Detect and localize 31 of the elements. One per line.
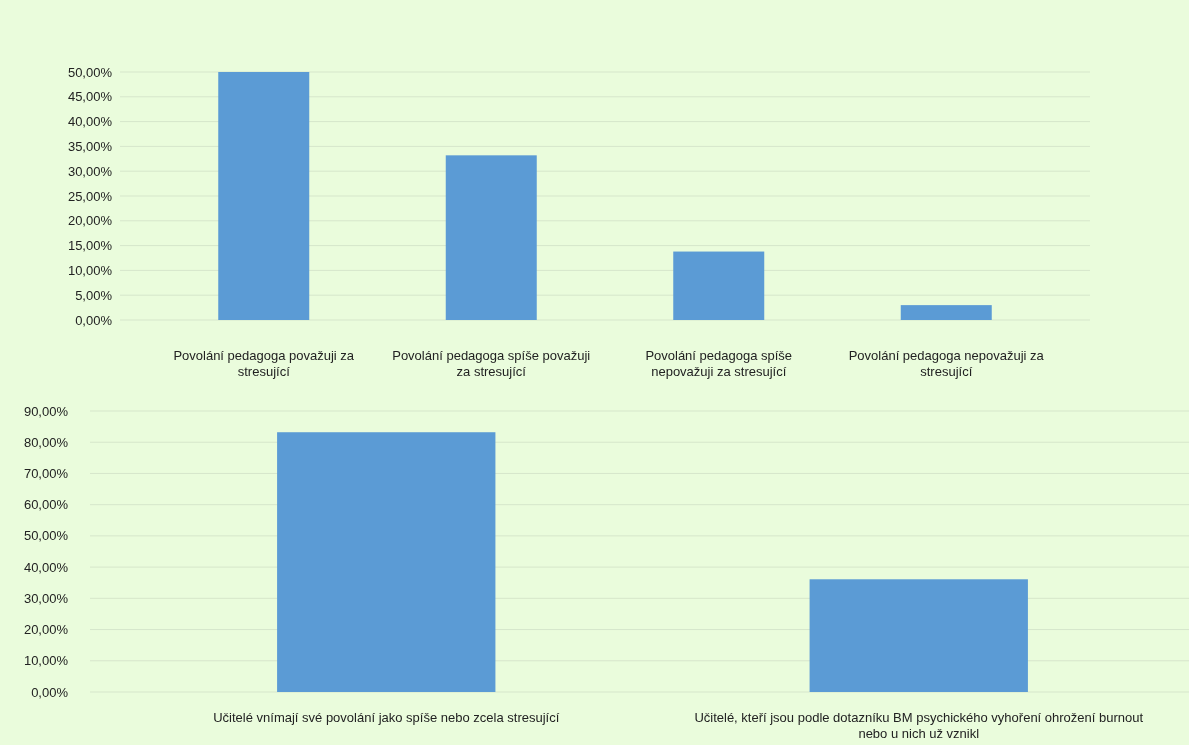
- x-tick-label: Učitelé vnímají své povolání jako spíše nebo zcela stresující: [213, 710, 560, 725]
- y-tick-label: 20,00%: [23, 622, 69, 638]
- y-tick-label: 15,00%: [67, 238, 113, 254]
- y-tick-label: 90,00%: [23, 403, 69, 419]
- y-tick-label: 10,00%: [67, 262, 113, 278]
- y-tick-label: 5,00%: [75, 287, 113, 303]
- y-tick-label: 25,00%: [67, 188, 113, 204]
- y-tick-label: 50,00%: [67, 64, 113, 80]
- bar: [218, 72, 310, 320]
- x-tick-label: Povolání pedagoga nepovažuji za stresující: [848, 348, 1045, 379]
- y-tick-label: 0,00%: [75, 312, 113, 328]
- y-tick-label: 30,00%: [23, 590, 69, 606]
- y-tick-label: 50,00%: [23, 528, 69, 544]
- x-tick-label: Povolání pedagoga spíše považuji za stresující: [392, 348, 591, 379]
- bar: [673, 251, 765, 320]
- x-tick-label: Učitelé, kteří jsou podle dotazníku BM psychického vyhoření ohrožení burnout nebo u nich už vznikl: [694, 710, 1144, 741]
- y-tick-label: 40,00%: [23, 559, 69, 575]
- x-tick-label: Povolání pedagoga považuji za stresující: [173, 348, 355, 379]
- bar: [445, 155, 537, 320]
- y-tick-label: 10,00%: [23, 653, 69, 669]
- y-tick-label: 60,00%: [23, 497, 69, 513]
- bar: [900, 305, 992, 320]
- y-tick-label: 35,00%: [67, 138, 113, 154]
- x-tick-label: Povolání pedagoga spíše nepovažuji za stresující: [645, 348, 793, 379]
- y-tick-label: 45,00%: [67, 89, 113, 105]
- y-tick-label: 70,00%: [23, 465, 69, 481]
- y-tick-label: 30,00%: [67, 163, 113, 179]
- y-tick-label: 0,00%: [31, 684, 69, 700]
- y-tick-label: 80,00%: [23, 434, 69, 450]
- y-tick-label: 20,00%: [67, 213, 113, 229]
- y-tick-label: 40,00%: [67, 114, 113, 130]
